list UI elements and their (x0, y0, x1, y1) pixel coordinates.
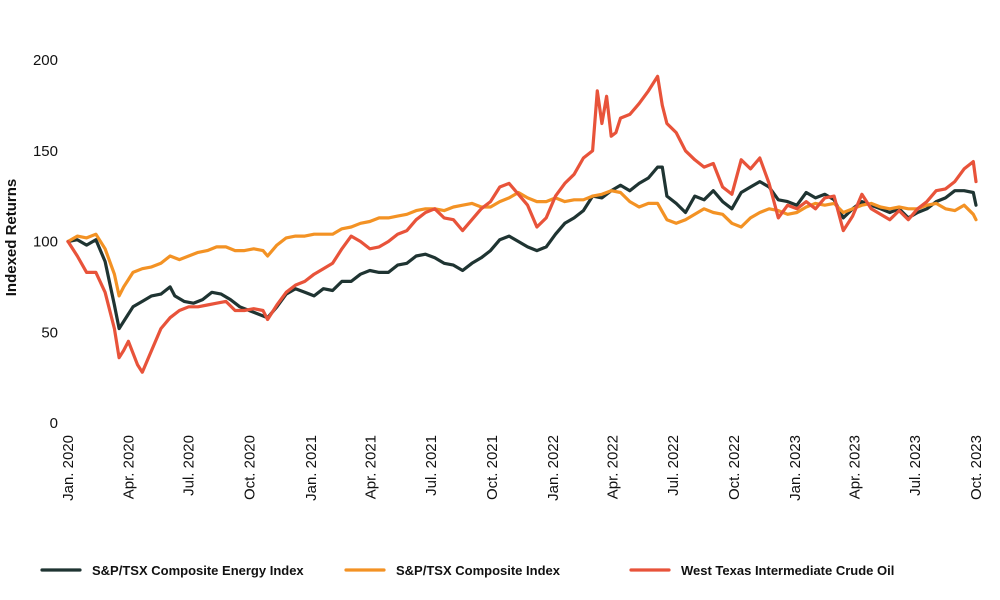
y-axis-title: Indexed Returns (3, 179, 20, 297)
x-tick-label: Jul. 2020 (181, 435, 198, 496)
y-tick-label: 200 (33, 52, 58, 69)
x-tick-label: Apr. 2022 (605, 435, 622, 499)
x-tick-label: Jan. 2023 (787, 435, 804, 501)
legend-label-3: West Texas Intermediate Crude Oil (681, 563, 894, 578)
x-tick-label: Apr. 2023 (847, 435, 864, 499)
x-tick-label: Apr. 2020 (120, 435, 137, 499)
x-tick-label: Oct. 2021 (484, 435, 501, 500)
x-tick-label: Oct. 2022 (726, 435, 743, 500)
x-tick-label: Jul. 2021 (423, 435, 440, 496)
x-tick-label: Jul. 2023 (907, 435, 924, 496)
x-tick-label: Apr. 2021 (362, 435, 379, 499)
legend-label-1: S&P/TSX Composite Energy Index (92, 563, 304, 578)
series-line-3 (66, 74, 978, 374)
y-tick-label: 0 (50, 415, 58, 432)
series-line-1 (66, 165, 978, 331)
x-tick-label: Jan. 2021 (303, 435, 320, 501)
series-lines (66, 74, 978, 374)
x-tick-label: Jan. 2020 (60, 435, 77, 501)
x-tick-label: Jan. 2022 (545, 435, 562, 501)
x-tick-label: Oct. 2020 (242, 435, 259, 500)
axes: 0 50 100 150 200 Indexed Returns Jan. 2020 Apr.… (3, 52, 985, 501)
x-tick-label: Jul. 2022 (665, 435, 682, 496)
legend: S&P/TSX Composite Energy Index S&P/TSX Co… (40, 563, 894, 578)
legend-label-2: S&P/TSX Composite Index (396, 563, 561, 578)
x-tick-label: Oct. 2023 (968, 435, 985, 500)
y-tick-label: 100 (33, 234, 58, 251)
y-tick-label: 150 (33, 143, 58, 160)
y-tick-label: 50 (41, 324, 58, 341)
